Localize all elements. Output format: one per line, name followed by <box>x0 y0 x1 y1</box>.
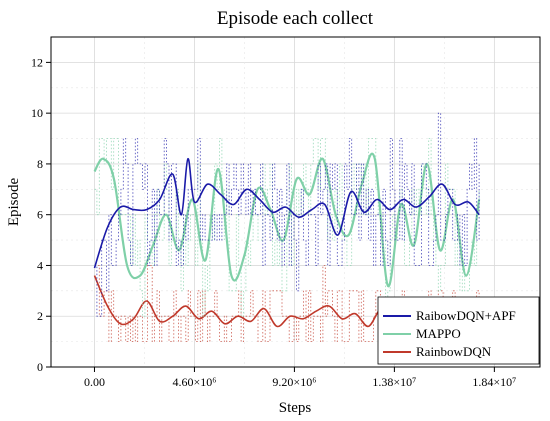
x-axis-label: Steps <box>279 400 312 416</box>
x-axis: 0.00 4.60×10⁶ 9.20×10⁶ 1.38×10⁷ 1.84×10⁷ <box>84 367 516 389</box>
y-tick-label: 8 <box>37 157 43 171</box>
x-tick-label: 4.60×10⁶ <box>172 375 216 389</box>
y-tick-label: 0 <box>37 360 43 374</box>
y-axis: 0 2 4 6 8 10 12 <box>31 55 51 374</box>
x-tick-label: 1.38×10⁷ <box>372 375 416 389</box>
legend-entry-0: RaibowDQN+APF <box>416 308 516 323</box>
y-tick-label: 2 <box>37 309 43 323</box>
series-line-0 <box>93 157 480 269</box>
series-line-1 <box>93 152 481 287</box>
series-raw-trace <box>94 112 480 317</box>
x-tick-label: 0.00 <box>84 375 105 389</box>
y-tick-label: 6 <box>37 208 43 222</box>
chart-title: Episode each collect <box>217 8 374 29</box>
plot-frame <box>50 36 541 368</box>
legend-entry-1: MAPPO <box>416 326 461 341</box>
x-tick-label: 1.84×10⁷ <box>472 375 516 389</box>
legend-entry-2: RainbowDQN <box>416 344 492 359</box>
y-tick-label: 4 <box>37 258 43 272</box>
y-tick-label: 12 <box>31 55 43 69</box>
legend: RaibowDQN+APF MAPPO RainbowDQN <box>377 296 540 365</box>
y-axis-label: Episode <box>6 177 22 226</box>
x-tick-label: 9.20×10⁶ <box>272 375 316 389</box>
y-tick-label: 10 <box>31 106 43 120</box>
